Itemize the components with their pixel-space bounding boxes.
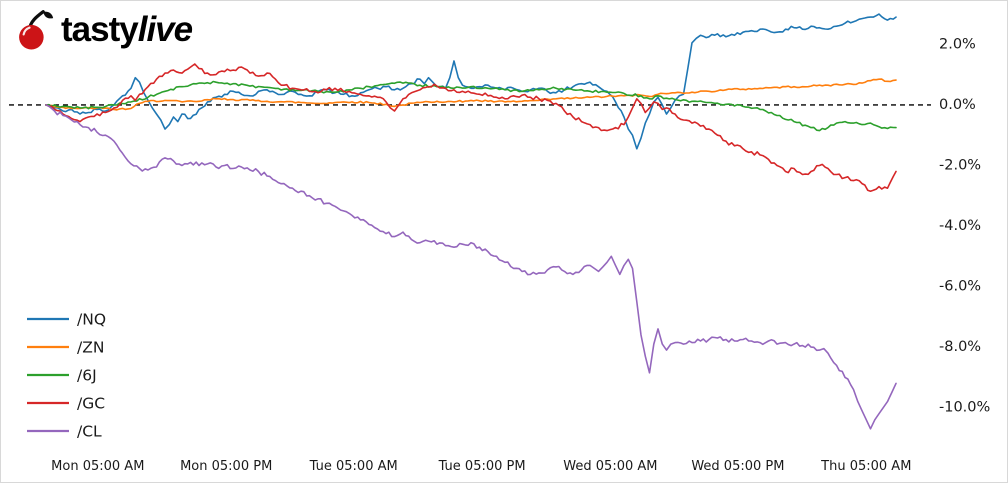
legend-item-nq: /NQ <box>27 311 106 329</box>
x-axis-tick-label: Thu 05:00 AM <box>820 459 911 474</box>
y-axis-tick-label: -8.0% <box>939 339 981 355</box>
x-axis-tick-label: Wed 05:00 AM <box>563 459 657 474</box>
legend-item-gc: /GC <box>27 395 105 413</box>
y-axis-tick-label: 2.0% <box>939 36 976 52</box>
legend-item-6j: /6J <box>27 367 97 385</box>
cherry-logo-icon <box>19 10 54 50</box>
series-line-cl <box>45 104 897 430</box>
x-axis-tick-label: Mon 05:00 AM <box>51 459 144 474</box>
x-axis-tick-label: Tue 05:00 AM <box>309 459 398 474</box>
brand-name-live: live <box>137 9 193 49</box>
legend-label: /GC <box>77 395 105 413</box>
legend-label: /CL <box>77 423 102 441</box>
y-axis-tick-label: -10.0% <box>939 400 990 416</box>
series-line-gc <box>45 63 897 192</box>
legend-item-cl: /CL <box>27 423 102 441</box>
legend-item-zn: /ZN <box>27 339 104 357</box>
legend-label: /NQ <box>77 311 106 329</box>
y-axis-tick-label: -6.0% <box>939 279 981 295</box>
series-line-6j <box>45 80 897 132</box>
chart-legend: /NQ/ZN/6J/GC/CL <box>27 311 106 441</box>
x-axis-tick-label: Mon 05:00 PM <box>180 459 272 474</box>
y-axis-tick-label: 0.0% <box>939 97 976 113</box>
brand-name: tastylive <box>61 9 193 49</box>
brand-name-tasty: tasty <box>61 9 139 49</box>
y-axis-tick-label: -2.0% <box>939 158 981 174</box>
x-axis-tick-label: Tue 05:00 PM <box>438 459 526 474</box>
legend-label: /ZN <box>77 339 104 357</box>
series-line-zn <box>45 78 897 111</box>
x-axis-tick-label: Wed 05:00 PM <box>691 459 784 474</box>
legend-label: /6J <box>77 367 97 385</box>
y-axis-tick-label: -4.0% <box>939 218 981 234</box>
brand-logo: tastylive <box>15 7 193 51</box>
series-line-nq <box>45 13 897 150</box>
